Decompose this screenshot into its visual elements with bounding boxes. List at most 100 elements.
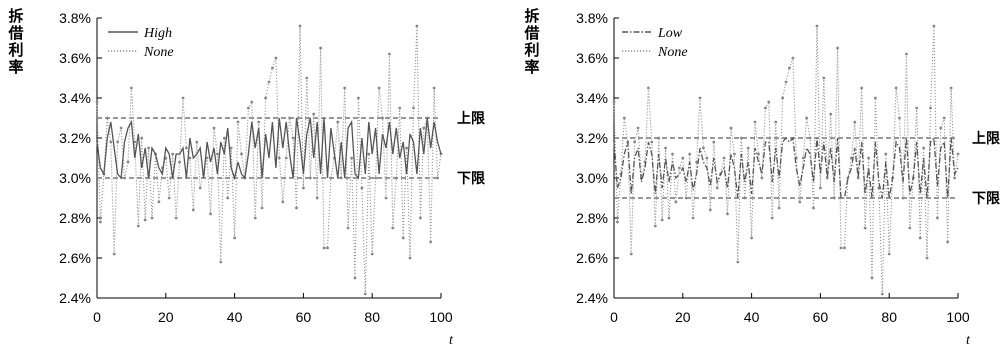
data-point — [698, 96, 702, 100]
data-point — [791, 56, 795, 60]
y-tick-label: 2.6% — [576, 250, 608, 266]
data-point — [384, 196, 388, 200]
data-point — [298, 24, 302, 28]
data-point — [250, 100, 254, 104]
data-point — [277, 156, 281, 160]
data-point — [288, 116, 291, 120]
data-point — [339, 176, 343, 180]
data-point — [374, 176, 377, 180]
data-point — [671, 152, 674, 156]
data-point — [942, 116, 946, 120]
data-point — [856, 176, 860, 180]
data-point — [398, 106, 402, 110]
data-point — [353, 276, 357, 280]
data-point — [650, 140, 654, 144]
y-tick-label: 3.6% — [576, 50, 608, 66]
data-point — [191, 208, 195, 212]
data-point — [753, 120, 757, 124]
data-point — [901, 196, 905, 200]
data-point — [664, 146, 667, 150]
y-tick-label: 2.4% — [59, 290, 91, 306]
data-point — [198, 186, 202, 190]
data-point — [240, 152, 243, 156]
data-point — [350, 156, 353, 160]
data-point — [284, 156, 288, 160]
x-tick-label: 80 — [364, 309, 380, 325]
data-point — [647, 86, 650, 90]
data-point — [695, 160, 698, 164]
data-point — [726, 212, 729, 216]
data-point — [226, 196, 230, 200]
data-point — [95, 100, 99, 104]
data-point — [157, 200, 161, 204]
data-point — [346, 226, 350, 230]
data-point — [281, 200, 285, 204]
data-point — [801, 156, 805, 160]
data-point — [429, 240, 433, 244]
data-point — [684, 196, 688, 200]
data-point — [678, 166, 681, 170]
data-point — [722, 156, 726, 160]
data-point — [150, 216, 154, 220]
x-tick-label: 0 — [610, 309, 618, 325]
data-point — [133, 140, 137, 144]
data-point — [808, 136, 812, 140]
x-tick-label: 0 — [93, 309, 101, 325]
x-tick-label: 100 — [946, 309, 970, 325]
y-tick-label: 2.8% — [59, 210, 91, 226]
y-tick-label: 3.0% — [576, 170, 608, 186]
series-line-low — [613, 136, 959, 199]
data-point — [781, 96, 784, 100]
y-tick-label: 3.0% — [59, 170, 91, 186]
x-tick-label: 40 — [744, 309, 760, 325]
data-point — [918, 236, 922, 240]
data-point — [412, 106, 415, 110]
data-point — [247, 106, 250, 110]
bound-label: 下限 — [972, 191, 1000, 207]
data-point — [377, 86, 381, 90]
data-point — [925, 256, 929, 260]
bound-label: 上限 — [457, 111, 485, 127]
data-point — [894, 86, 898, 90]
data-point — [130, 86, 133, 90]
data-point — [322, 246, 326, 250]
data-point — [401, 236, 405, 240]
data-point — [870, 276, 874, 280]
y-tick-label: 3.2% — [576, 130, 608, 146]
data-point — [836, 46, 839, 50]
data-point — [777, 206, 781, 210]
y-axis-label: 拆借利率 — [524, 7, 540, 76]
data-point — [119, 126, 123, 130]
y-tick-label: 3.4% — [576, 90, 608, 106]
data-point — [188, 156, 192, 160]
data-point — [419, 216, 422, 220]
data-point — [312, 112, 316, 116]
data-point — [171, 152, 175, 156]
data-point — [798, 200, 802, 204]
data-point — [178, 160, 182, 164]
data-point — [116, 140, 119, 144]
data-point — [743, 196, 747, 200]
data-point — [767, 100, 771, 104]
data-point — [712, 140, 716, 144]
data-point — [880, 292, 884, 296]
x-tick-label: 20 — [158, 309, 174, 325]
data-point — [109, 140, 113, 144]
data-point — [209, 212, 212, 216]
data-point — [922, 146, 925, 150]
data-point — [360, 186, 364, 190]
data-point — [264, 96, 267, 100]
data-point — [257, 120, 261, 124]
x-tick-label: 40 — [227, 309, 243, 325]
data-point — [908, 226, 912, 230]
data-point — [370, 252, 374, 256]
data-point — [956, 152, 960, 156]
data-point — [653, 224, 657, 228]
x-axis-label: t — [966, 333, 971, 348]
data-point — [884, 152, 888, 156]
data-point — [205, 156, 209, 160]
x-tick-label: 60 — [296, 309, 312, 325]
bound-label: 下限 — [457, 171, 485, 187]
data-point — [105, 116, 109, 120]
data-point — [123, 176, 126, 180]
